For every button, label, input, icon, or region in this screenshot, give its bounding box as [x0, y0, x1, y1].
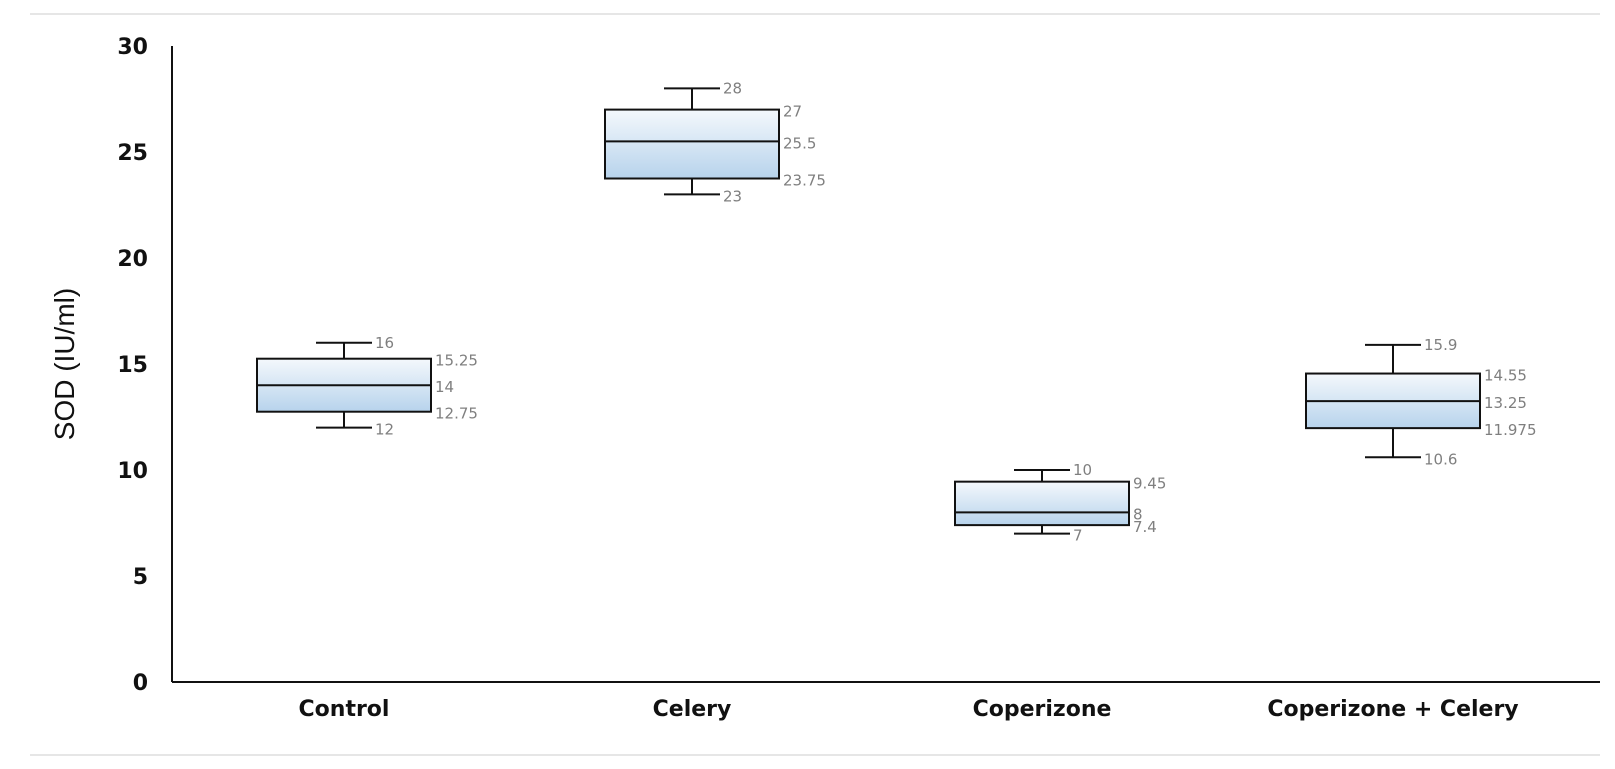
data-label-q1-1: 23.75	[783, 172, 826, 190]
box-group-3: 15.9 10.6 14.55 13.25 11.975	[1305, 336, 1537, 468]
y-tick-label-5: 25	[117, 141, 148, 166]
data-label-q3-0: 15.25	[435, 352, 478, 370]
data-label-min-2: 7	[1073, 527, 1083, 545]
y-tick-label-1: 5	[133, 565, 148, 590]
data-label-max-2: 10	[1073, 461, 1092, 479]
x-category-label-2: Coperizone	[973, 697, 1112, 722]
y-tick-label-3: 15	[117, 353, 148, 378]
data-label-min-0: 12	[375, 421, 394, 439]
x-category-label-3: Coperizone + Celery	[1267, 697, 1518, 722]
box-group-2: 10 7 9.45 87.4	[954, 461, 1166, 545]
y-tick-label-0: 0	[133, 671, 148, 696]
y-tick-label-6: 30	[117, 35, 148, 60]
iqr-box-1	[604, 108, 780, 180]
box-group-0: 16 12 15.25 14 12.75	[256, 334, 478, 439]
y-tick-label-2: 10	[117, 459, 148, 484]
x-category-label-1: Celery	[653, 697, 732, 722]
box-series: 16 12 15.25 14 12.75 28 23 27 25.5 23.75 10 7 9.45 87…	[256, 79, 1537, 545]
data-label-q3-1: 27	[783, 103, 802, 121]
box-group-1: 28 23 27 25.5 23.75	[604, 79, 826, 205]
data-label-q1-0: 12.75	[435, 405, 478, 423]
data-label-max-0: 16	[375, 334, 394, 352]
data-label-min-3: 10.6	[1424, 450, 1457, 468]
x-category-labels: Control Celery Coperizone Coperizone + Cele…	[299, 697, 1519, 722]
data-label-median-0: 14	[435, 378, 454, 396]
y-axis-label: SOD (IU/ml)	[49, 288, 80, 440]
data-label-q3-3: 14.55	[1484, 367, 1527, 385]
data-label-median-3: 13.25	[1484, 394, 1527, 412]
data-label-max-1: 28	[723, 79, 742, 97]
iqr-box-2	[954, 480, 1130, 527]
data-label-q1-3: 11.975	[1484, 421, 1537, 439]
data-label-median-1: 25.5	[783, 134, 816, 152]
data-label-min-1: 23	[723, 187, 742, 205]
data-label-q1-2: 7.4	[1133, 518, 1157, 536]
data-label-q3-2: 9.45	[1133, 475, 1166, 493]
y-tick-label-4: 20	[117, 247, 148, 272]
data-label-median-2: 8	[1133, 505, 1143, 523]
y-tick-labels: 0 5 10 15 20 25 30	[117, 35, 148, 696]
data-label-max-3: 15.9	[1424, 336, 1457, 354]
x-category-label-0: Control	[299, 697, 390, 722]
